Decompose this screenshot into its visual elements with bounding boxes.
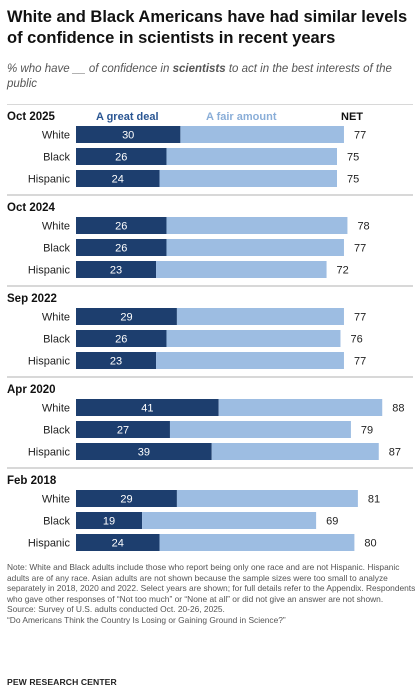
stacked-bar-chart: Oct 2025 A great deal A fair amount NET Whit… xyxy=(7,104,413,551)
row-label: Black xyxy=(43,152,70,164)
value-label-great-deal: 29 xyxy=(120,312,132,324)
bar-fair-amount xyxy=(166,330,341,347)
bar-fair-amount xyxy=(169,421,351,438)
row-label: Black xyxy=(43,334,70,346)
group-label: Feb 2018 xyxy=(7,475,57,487)
value-label-net: 80 xyxy=(364,538,376,550)
group-label: Sep 2022 xyxy=(7,293,57,305)
value-label-great-deal: 23 xyxy=(110,356,122,368)
bar-great-deal xyxy=(76,217,167,234)
value-label-net: 77 xyxy=(354,243,366,255)
value-label-great-deal: 30 xyxy=(122,130,134,142)
value-label-great-deal: 19 xyxy=(103,516,115,528)
value-label-great-deal: 41 xyxy=(141,403,153,415)
bar-fair-amount xyxy=(211,443,379,460)
legend-great-deal: A great deal xyxy=(96,111,159,123)
value-label-net: 76 xyxy=(350,334,362,346)
bar-great-deal xyxy=(76,534,160,551)
value-label-net: 88 xyxy=(392,403,404,415)
group-label: Oct 2024 xyxy=(7,202,56,214)
bar-fair-amount xyxy=(176,308,344,325)
row-label: White xyxy=(42,130,70,142)
value-label-great-deal: 26 xyxy=(115,334,127,346)
bar-great-deal xyxy=(76,399,219,416)
value-label-net: 69 xyxy=(326,516,338,528)
note-text: Note: White and Black adults include tho… xyxy=(7,562,416,604)
row-label: Black xyxy=(43,243,70,255)
chart-notes: Note: White and Black adults include tho… xyxy=(7,562,417,626)
value-label-great-deal: 24 xyxy=(112,538,124,550)
pew-credit: PEW RESEARCH CENTER xyxy=(7,677,117,687)
value-label-great-deal: 39 xyxy=(138,447,150,459)
row-label: White xyxy=(42,403,70,415)
bar-great-deal xyxy=(76,421,170,438)
chart-subtitle: % who have __ of confidence in scientist… xyxy=(7,62,412,92)
bar-great-deal xyxy=(76,308,177,325)
bar-great-deal xyxy=(76,126,181,143)
bar-fair-amount xyxy=(166,239,344,256)
value-label-net: 75 xyxy=(347,152,359,164)
value-label-net: 77 xyxy=(354,130,366,142)
group-label: Apr 2020 xyxy=(7,384,56,396)
bar-fair-amount xyxy=(218,399,383,416)
value-label-net: 87 xyxy=(389,447,401,459)
bar-great-deal xyxy=(76,148,167,165)
row-label: White xyxy=(42,221,70,233)
row-label: Hispanic xyxy=(28,538,71,550)
bar-great-deal xyxy=(76,512,143,529)
bar-fair-amount xyxy=(166,217,348,234)
value-label-net: 77 xyxy=(354,356,366,368)
bar-great-deal xyxy=(76,352,157,369)
bar-great-deal xyxy=(76,170,160,187)
group-label: Oct 2025 xyxy=(7,111,56,123)
value-label-net: 79 xyxy=(361,425,373,437)
bar-fair-amount xyxy=(159,534,355,551)
value-label-great-deal: 26 xyxy=(115,221,127,233)
value-label-great-deal: 26 xyxy=(115,152,127,164)
row-label: Hispanic xyxy=(28,447,71,459)
report-title: “Do Americans Think the Country Is Losin… xyxy=(7,614,286,625)
subtitle-tail: to act in the best interests of the publ… xyxy=(7,63,392,90)
bar-great-deal xyxy=(76,443,212,460)
bar-fair-amount xyxy=(156,352,344,369)
value-label-great-deal: 26 xyxy=(115,243,127,255)
value-label-net: 81 xyxy=(368,494,380,506)
value-label-net: 77 xyxy=(354,312,366,324)
row-label: White xyxy=(42,312,70,324)
bar-fair-amount xyxy=(156,261,327,278)
row-label: Black xyxy=(43,516,70,528)
value-label-great-deal: 29 xyxy=(120,494,132,506)
row-label: Hispanic xyxy=(28,265,71,277)
value-label-net: 78 xyxy=(357,221,369,233)
legend-fair-amount: A fair amount xyxy=(206,111,277,123)
value-label-great-deal: 24 xyxy=(112,174,124,186)
row-label: Hispanic xyxy=(28,174,71,186)
value-label-great-deal: 23 xyxy=(110,265,122,277)
bar-great-deal xyxy=(76,490,177,507)
row-label: Black xyxy=(43,425,70,437)
bar-great-deal xyxy=(76,261,157,278)
bar-great-deal xyxy=(76,330,167,347)
bar-fair-amount xyxy=(142,512,317,529)
row-label: White xyxy=(42,494,70,506)
subtitle-lead: % who have __ of confidence in xyxy=(7,63,173,75)
bar-great-deal xyxy=(76,239,167,256)
bar-fair-amount xyxy=(180,126,344,143)
legend-net: NET xyxy=(341,111,363,123)
row-label: Hispanic xyxy=(28,356,71,368)
value-label-net: 72 xyxy=(337,265,349,277)
bar-fair-amount xyxy=(159,170,337,187)
subtitle-emphasis: scientists xyxy=(172,63,226,75)
source-text: Source: Survey of U.S. adults conducted … xyxy=(7,604,225,615)
bar-fair-amount xyxy=(176,490,358,507)
chart-title: White and Black Americans have had simil… xyxy=(7,8,408,47)
value-label-net: 75 xyxy=(347,174,359,186)
bar-fair-amount xyxy=(166,148,337,165)
value-label-great-deal: 27 xyxy=(117,425,129,437)
